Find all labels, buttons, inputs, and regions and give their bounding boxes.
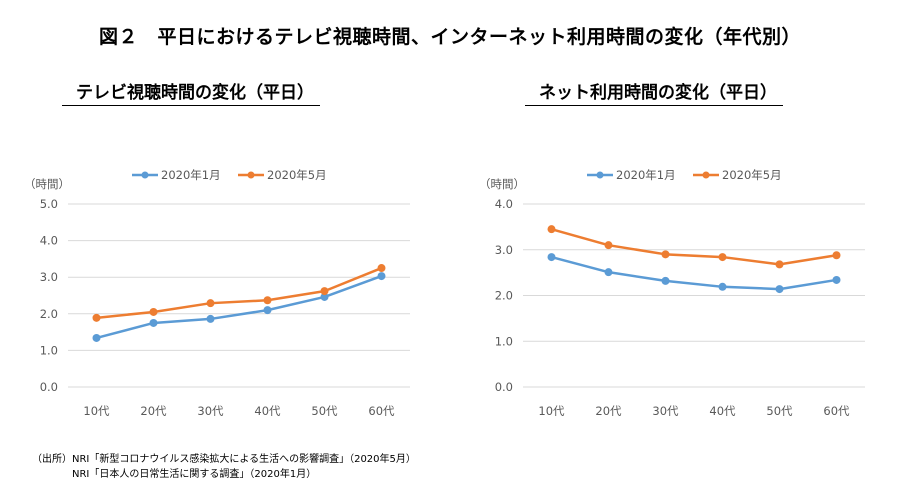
legend-marker [596, 171, 604, 179]
data-point [320, 292, 329, 301]
x-tick-label: 10代 [538, 404, 565, 418]
x-tick-label: 20代 [595, 404, 622, 418]
series-line-may [96, 266, 382, 320]
figure-title: 図２ 平日におけるテレビ視聴時間、インターネット利用時間の変化（年代別） [98, 26, 801, 48]
y-tick-label: 4.0 [40, 234, 58, 248]
legend-marker [141, 171, 149, 179]
data-point [661, 250, 670, 259]
x-tick-label: 60代 [823, 404, 850, 418]
data-point [149, 307, 158, 316]
data-point [661, 276, 670, 285]
y-tick-label: 2.0 [40, 307, 58, 321]
x-tick-label: 30代 [197, 404, 224, 418]
series-line-jan [96, 274, 382, 340]
y-tick-label: 3.0 [495, 243, 513, 257]
legend-label: 2020年5月 [722, 168, 782, 182]
legend-item: 2020年1月 [587, 168, 676, 182]
data-point [832, 251, 841, 260]
legend-label: 2020年5月 [267, 168, 327, 182]
y-axis-unit-label: （時間） [479, 177, 525, 191]
source-line-2: NRI「日本人の日常生活に関する調査」（2020年1月） [72, 469, 317, 480]
y-tick-label: 0.0 [40, 380, 58, 394]
x-tick-label: 20代 [140, 404, 167, 418]
y-tick-label: 1.0 [495, 334, 513, 348]
x-tick-label: 50代 [766, 404, 793, 418]
x-tick-label: 50代 [311, 404, 338, 418]
legend-label: 2020年1月 [161, 168, 221, 182]
x-tick-label: 40代 [709, 404, 736, 418]
data-point [775, 260, 784, 269]
y-tick-label: 4.0 [495, 197, 513, 211]
x-tick-label: 10代 [83, 404, 110, 418]
data-point [547, 225, 556, 234]
data-point [377, 272, 386, 281]
y-tick-label: 3.0 [40, 270, 58, 284]
internet-usage-chart: 0.0 1.0 2.0 3.0 4.0 （時間） 10代 20代 30代 40代 50代 60代 202… [479, 168, 865, 418]
data-point [604, 241, 613, 250]
legend-item: 2020年1月 [132, 168, 221, 182]
data-point [832, 275, 841, 284]
data-point [149, 318, 158, 327]
y-axis-unit-label: （時間） [24, 177, 70, 191]
data-point [604, 268, 613, 277]
data-point [206, 299, 215, 308]
y-tick-label: 5.0 [40, 197, 58, 211]
x-tick-label: 60代 [368, 404, 395, 418]
legend-marker [247, 171, 255, 179]
data-point [547, 253, 556, 262]
legend-item: 2020年5月 [693, 168, 782, 182]
source-note: （出所）NRI「新型コロナウイルス感染拡大による生活への影響調査」（2020年5… [32, 452, 416, 482]
data-point [718, 253, 727, 262]
net-chart-title: ネット利用時間の変化（平日） [525, 82, 783, 106]
series-line-jan [551, 255, 837, 291]
x-tick-label: 40代 [254, 404, 281, 418]
data-point [718, 282, 727, 291]
x-tick-label: 30代 [652, 404, 679, 418]
data-point [775, 285, 784, 294]
source-label: （出所） [32, 454, 72, 465]
data-point [263, 296, 272, 305]
tv-viewing-chart: 0.0 1.0 2.0 3.0 4.0 5.0 （時間） 10代 20代 30代 40代 50代 60代… [24, 168, 410, 418]
legend-label: 2020年1月 [616, 168, 676, 182]
source-line-1: NRI「新型コロナウイルス感染拡大による生活への影響調査」（2020年5月） [72, 454, 416, 465]
tv-chart-title: テレビ視聴時間の変化（平日） [62, 82, 320, 106]
data-point [320, 287, 329, 296]
y-tick-label: 2.0 [495, 289, 513, 303]
data-point [92, 313, 101, 322]
data-point [377, 264, 386, 273]
y-tick-label: 1.0 [40, 343, 58, 357]
y-tick-label: 0.0 [495, 380, 513, 394]
series-line-may [551, 227, 837, 266]
data-point [206, 314, 215, 323]
legend-item: 2020年5月 [238, 168, 327, 182]
data-point [92, 333, 101, 342]
data-point [263, 306, 272, 315]
legend-marker [702, 171, 710, 179]
